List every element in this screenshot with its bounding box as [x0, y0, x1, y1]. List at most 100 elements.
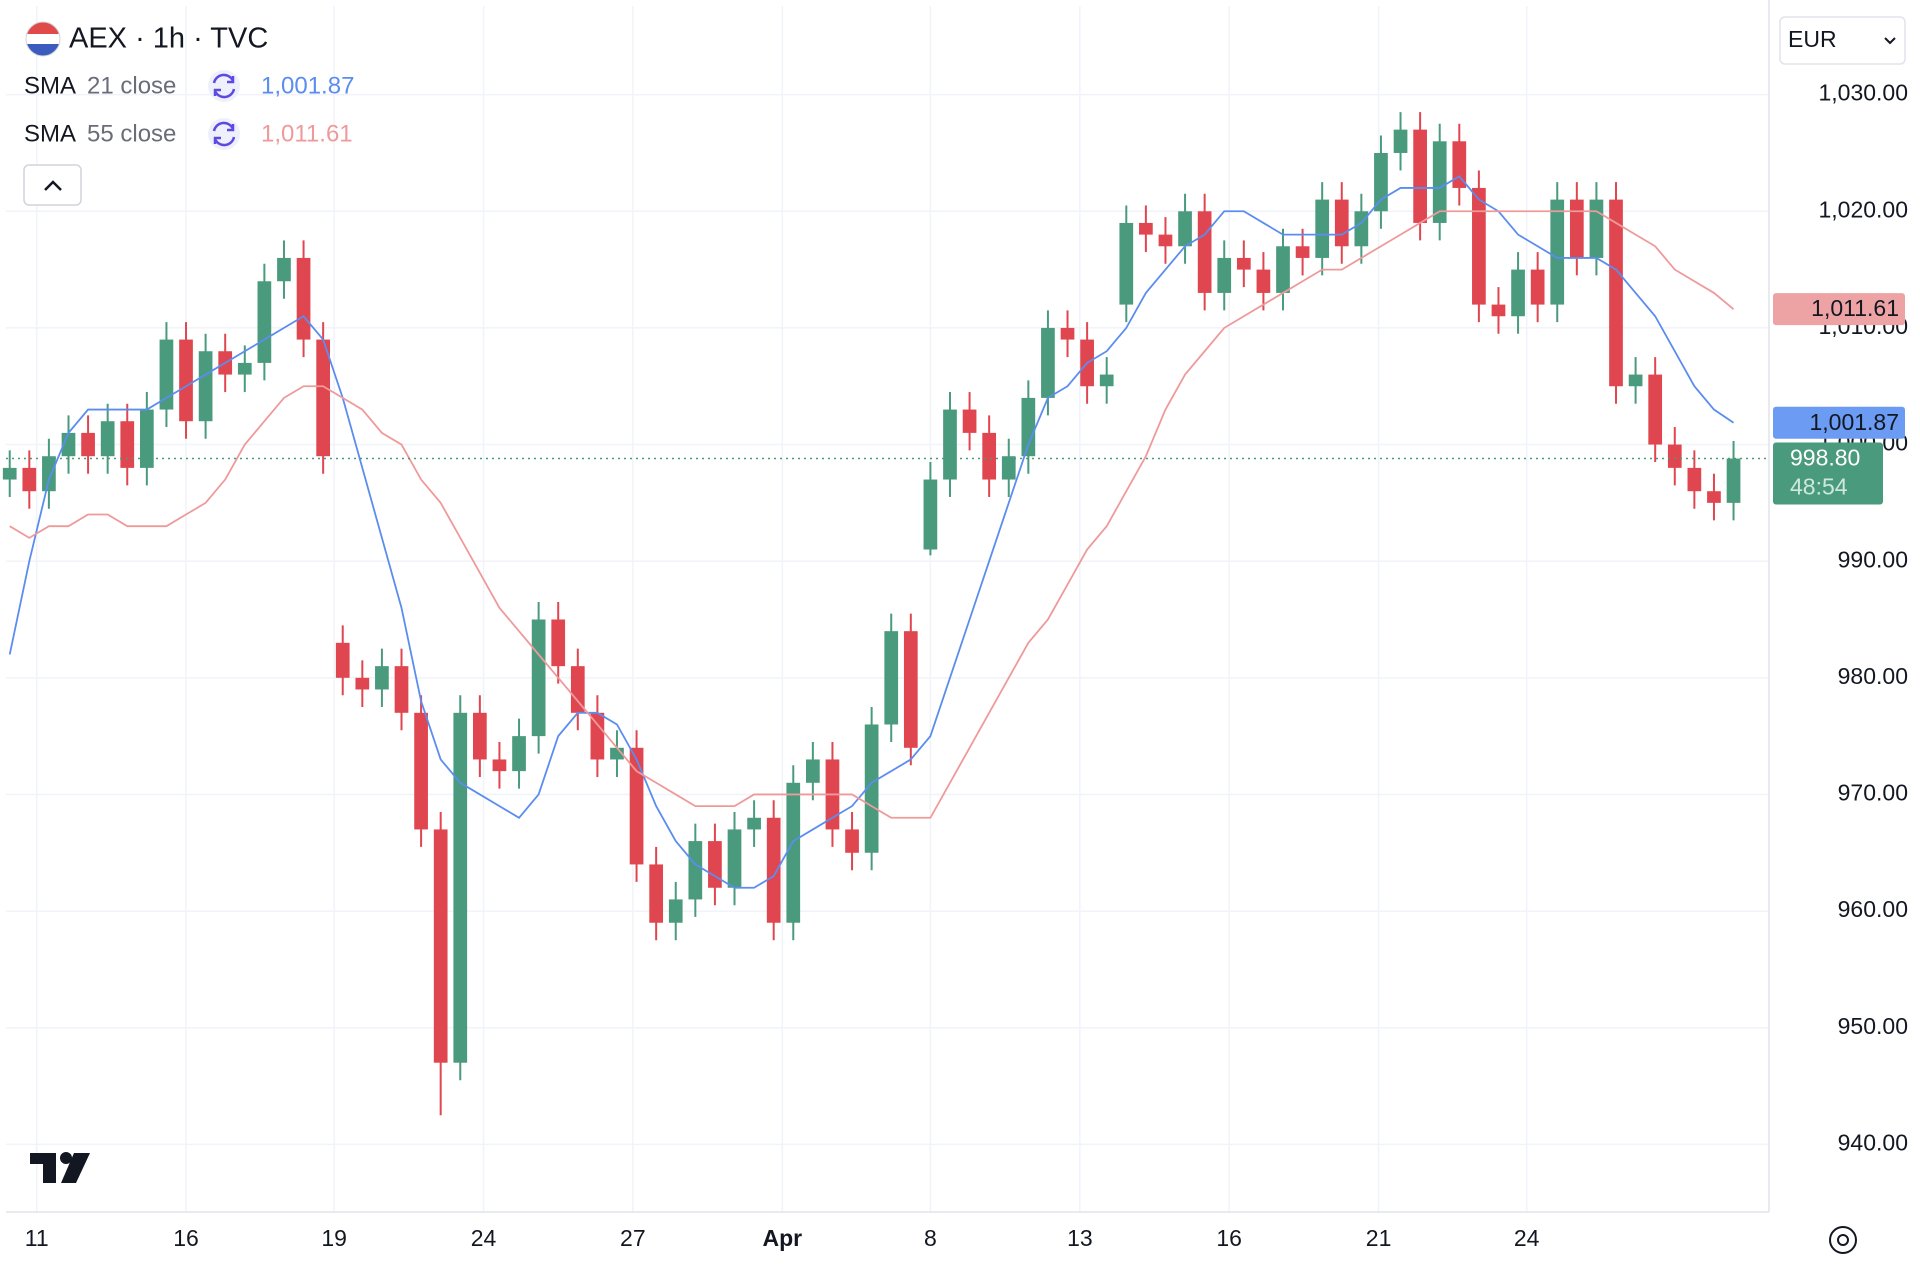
candle-body — [1550, 199, 1565, 305]
candle-body — [1197, 211, 1212, 293]
candle-body — [570, 666, 585, 713]
y-tick-label: 940.00 — [1838, 1129, 1908, 1155]
last-price-tag — [1773, 442, 1883, 505]
settings-icon[interactable] — [1829, 1226, 1857, 1254]
candle-body — [806, 759, 820, 783]
candle-body — [1060, 327, 1075, 340]
x-tick-label: 16 — [173, 1225, 199, 1251]
candle-body — [1236, 257, 1251, 270]
indicator-name[interactable]: SMA — [24, 120, 76, 147]
x-tick-label: 24 — [1514, 1225, 1540, 1251]
candle-body — [61, 432, 76, 457]
y-tick-label: 1,020.00 — [1818, 196, 1908, 222]
plot-area — [2, 112, 1769, 1116]
candle-body — [198, 351, 213, 422]
y-tick-label: 980.00 — [1838, 663, 1908, 689]
candle-body — [708, 841, 722, 888]
x-tick-label: 27 — [620, 1225, 646, 1251]
x-tick-label: 16 — [1216, 1225, 1242, 1251]
candle-body — [277, 257, 291, 282]
candle-body — [1726, 458, 1741, 503]
candle-body — [1491, 304, 1506, 317]
indicator-legend-1: SMA 21 close 1,001.87 — [24, 70, 354, 102]
candle-body — [453, 712, 468, 1063]
y-tick-label: 1,030.00 — [1818, 80, 1908, 106]
candle-body — [1452, 141, 1467, 188]
reload-icon[interactable] — [208, 70, 240, 102]
currency-select[interactable]: EUR — [1779, 16, 1906, 65]
candle-body — [394, 666, 409, 713]
indicator-value: 1,001.87 — [261, 72, 354, 99]
sma-line — [9, 210, 1735, 819]
indicator-name[interactable]: SMA — [24, 72, 76, 99]
price-tag — [1773, 406, 1905, 439]
candle-body — [1139, 222, 1153, 235]
candle-body — [1178, 211, 1192, 247]
x-tick-label: 11 — [25, 1225, 49, 1251]
candle-body — [472, 712, 487, 760]
candle-body — [512, 736, 526, 772]
candle-body — [42, 456, 56, 492]
candle-body — [22, 467, 37, 492]
candle-body — [766, 817, 781, 923]
candle-body — [375, 666, 389, 690]
indicator-params[interactable]: 55 close — [87, 120, 176, 147]
flag-border — [25, 21, 61, 57]
reload-icon[interactable] — [208, 118, 240, 150]
price-tag-label: 1,001.87 — [1809, 409, 1899, 435]
candle-body — [845, 829, 859, 853]
candle-body — [139, 409, 154, 468]
candle-body — [1158, 234, 1173, 247]
candle-body — [1589, 199, 1604, 258]
candle-body — [179, 339, 193, 422]
candle-body — [1511, 269, 1525, 317]
candle-body — [923, 479, 938, 550]
x-tick-label: 19 — [321, 1225, 347, 1251]
candle-body — [414, 712, 428, 830]
candle-body — [1374, 152, 1388, 212]
candle-body — [296, 257, 311, 340]
y-tick-label: 970.00 — [1838, 780, 1908, 806]
candle-body — [629, 747, 644, 865]
candle-body — [786, 782, 801, 923]
x-tick-label: 8 — [924, 1225, 937, 1251]
indicator-params[interactable]: 21 close — [87, 72, 176, 99]
candle-body — [81, 432, 95, 457]
indicator-value: 1,011.61 — [261, 120, 353, 147]
candle-body — [531, 619, 546, 737]
candle-body — [335, 642, 350, 678]
symbol-title[interactable]: AEX · 1h · TVC — [69, 23, 268, 55]
candle-body — [903, 631, 918, 748]
candle-body — [649, 864, 664, 923]
candle-body — [590, 712, 605, 760]
candle-body — [120, 421, 135, 468]
x-tick-label: 24 — [471, 1225, 497, 1251]
flag-icon — [26, 22, 60, 56]
candle-body — [1315, 199, 1330, 258]
candle-body — [1667, 444, 1682, 468]
tradingview-logo[interactable] — [30, 1152, 90, 1183]
candle-body — [1276, 246, 1290, 293]
candle-body — [1001, 456, 1016, 480]
candle-body — [1021, 397, 1036, 457]
candle-body — [1413, 129, 1427, 223]
sma-line — [8, 175, 1735, 889]
candle-body — [688, 841, 703, 900]
symbol-legend: AEX · 1h · TVC — [25, 21, 268, 57]
candle-body — [884, 631, 899, 725]
candle-body — [257, 281, 272, 363]
candle-body — [355, 677, 370, 690]
indicator-legend-2: SMA 55 close 1,011.61 — [24, 118, 353, 150]
candle-body — [1687, 467, 1702, 492]
candle-body — [100, 421, 115, 457]
candle-body — [1334, 199, 1349, 247]
candle-body — [1530, 269, 1545, 305]
candle-body — [668, 899, 683, 923]
candle-body — [2, 467, 17, 480]
currency-label[interactable]: EUR — [1788, 26, 1837, 52]
candle-body — [1217, 257, 1232, 293]
candle-body — [982, 432, 997, 480]
collapse-button[interactable] — [23, 164, 82, 206]
